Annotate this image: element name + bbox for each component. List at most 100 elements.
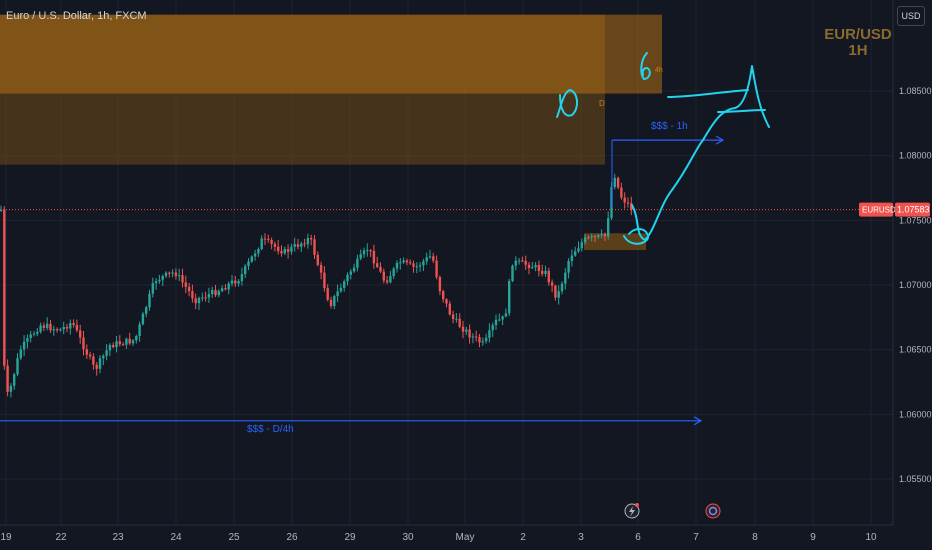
currency-button[interactable]: USD [897, 6, 925, 26]
candle-body [574, 251, 577, 256]
candle-body [178, 275, 181, 277]
annotation-labels: $$$ - 1h $$$ - D/4h D 4h [247, 67, 688, 435]
candlestick-series [0, 173, 633, 398]
price-tick-label: 1.08500 [899, 86, 932, 96]
candle-body [336, 291, 339, 297]
candle-body [79, 330, 82, 338]
candle-body [85, 349, 88, 355]
candle-body [471, 336, 475, 338]
candle-body [197, 297, 201, 304]
price-axis-background [893, 0, 932, 550]
candle-body [534, 265, 537, 268]
candle-body [435, 260, 438, 278]
time-tick-label: 8 [752, 532, 758, 543]
candle-body [296, 244, 300, 247]
zone-label-d: D [599, 99, 605, 108]
candle-body [550, 282, 554, 286]
candle-body [125, 338, 128, 345]
liquidity-line-d4h-arrow [693, 416, 703, 426]
price-tick-label: 1.07500 [899, 215, 932, 225]
candle-body [547, 270, 550, 283]
four-hour-supply-zone [0, 14, 662, 94]
candle-body [405, 260, 409, 263]
candle-body [488, 330, 491, 338]
candle-body [303, 243, 306, 245]
price-tick-label: 1.06500 [899, 345, 932, 355]
candle-body [524, 260, 527, 265]
candle-body [501, 316, 504, 320]
candle-body [560, 283, 564, 292]
demand-circle-drawing [623, 228, 649, 245]
candle-body [92, 356, 95, 365]
candle-body [286, 248, 290, 252]
symbol-badge [859, 202, 893, 217]
candle-body [69, 323, 72, 329]
candle-body [402, 260, 405, 263]
candle-body [32, 333, 36, 335]
candle-body [326, 288, 329, 300]
candle-body [603, 233, 607, 237]
candle-body [623, 197, 626, 203]
candle-body [207, 294, 211, 298]
candle-body [135, 336, 138, 341]
candle-body [145, 307, 148, 314]
candle-body [168, 272, 171, 274]
candle-body [273, 243, 277, 247]
candle-body [95, 364, 98, 369]
event-glyph [708, 506, 718, 516]
candle-body [151, 283, 154, 294]
time-tick-label: 10 [865, 532, 877, 543]
candle-body [339, 287, 343, 292]
candle-body [362, 250, 366, 255]
candle-body [557, 291, 560, 298]
candle-body [537, 265, 541, 271]
candle-body [121, 344, 125, 346]
candle-body [138, 324, 141, 337]
candle-body [333, 296, 336, 307]
candle-body [88, 354, 92, 357]
liquidity-line-1h-arrow [715, 135, 725, 145]
candle-body [409, 262, 412, 264]
candle-body [613, 177, 616, 188]
hourly-demand-zone [584, 233, 646, 251]
candle-body [237, 281, 240, 284]
candle-body [442, 291, 445, 300]
candle-body [59, 329, 62, 331]
candle-body [418, 265, 422, 267]
candle-body [194, 298, 197, 304]
watermark: EUR/USD 1H [820, 27, 896, 59]
candle-body [461, 326, 465, 332]
candle-body [415, 266, 418, 268]
candle-body [323, 272, 326, 289]
candle-body [290, 246, 293, 252]
candle-body [277, 246, 280, 252]
candle-body [191, 291, 194, 299]
candle-body [498, 319, 501, 321]
candle-body [257, 249, 260, 254]
candle-body [425, 257, 428, 262]
candle-body [422, 261, 425, 266]
candle-body [359, 254, 362, 259]
time-tick-label: 9 [810, 532, 816, 543]
candle-body [372, 250, 376, 264]
candle-body [75, 324, 79, 331]
candle-body [174, 272, 178, 277]
candle-body [508, 281, 511, 314]
candle-body [29, 334, 32, 339]
time-tick-label: May [456, 532, 475, 543]
price-tick-label: 1.05500 [899, 474, 932, 484]
ssl-1h-label: $$$ - 1h [651, 121, 688, 132]
candle-body [630, 203, 633, 210]
candle-body [620, 187, 623, 198]
candle-body [0, 209, 3, 211]
candle-body [527, 264, 531, 268]
candle-body [392, 268, 395, 277]
candle-body [389, 276, 392, 283]
candle-body [3, 209, 6, 366]
watermark-symbol: EUR/USD [824, 26, 892, 43]
candle-body [343, 281, 346, 288]
handwritten-0-drawing [556, 89, 578, 118]
candle-body [234, 280, 237, 284]
